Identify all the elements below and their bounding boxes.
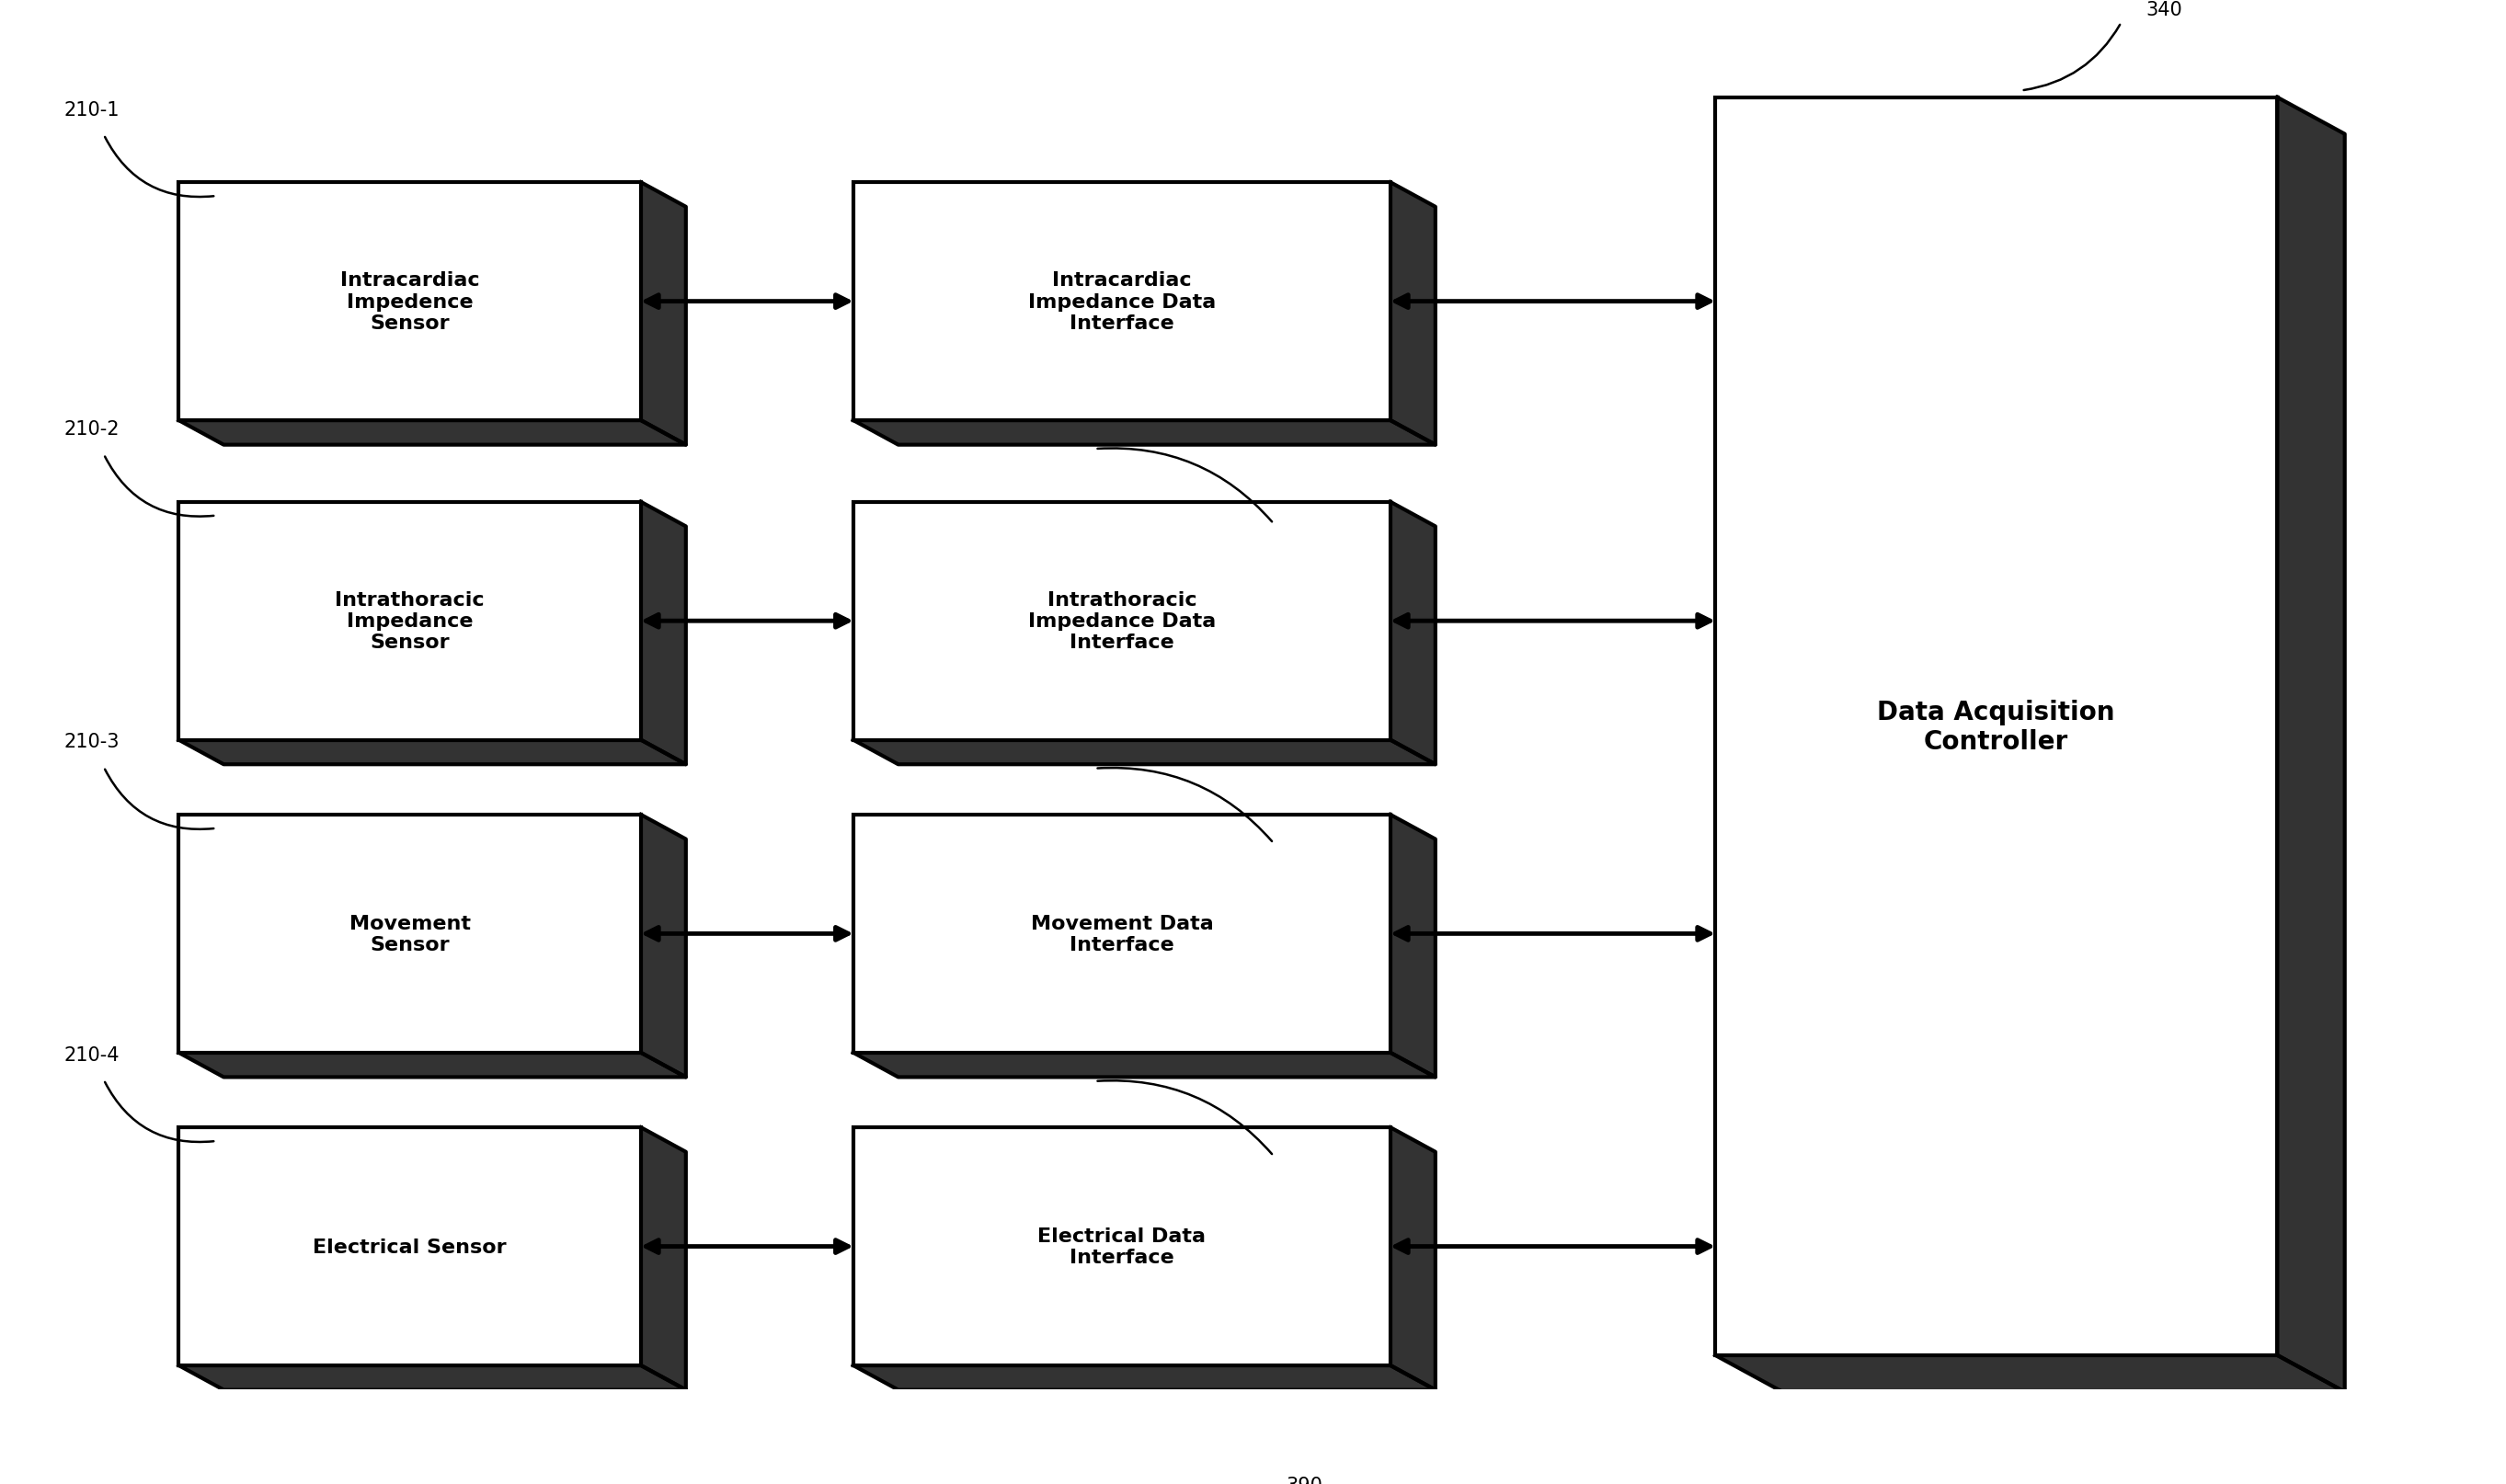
Text: 360: 360 <box>1286 531 1323 549</box>
Bar <box>178 183 642 421</box>
Polygon shape <box>642 815 687 1077</box>
Text: Electrical Data
Interface: Electrical Data Interface <box>1037 1227 1205 1266</box>
Polygon shape <box>2278 98 2346 1392</box>
Text: Intrathoracic
Impedance Data
Interface: Intrathoracic Impedance Data Interface <box>1027 591 1215 651</box>
Text: 210-1: 210-1 <box>63 101 120 119</box>
Polygon shape <box>1391 503 1436 764</box>
Bar <box>178 1128 642 1365</box>
Text: Intracardiac
Impedance Data
Interface: Intracardiac Impedance Data Interface <box>1027 272 1215 332</box>
Polygon shape <box>642 503 687 764</box>
Polygon shape <box>178 421 687 445</box>
Polygon shape <box>178 741 687 764</box>
Bar <box>1714 98 2278 1355</box>
Text: 210-3: 210-3 <box>63 733 120 751</box>
Bar <box>178 815 642 1052</box>
Bar <box>852 183 1391 421</box>
Text: Electrical Sensor: Electrical Sensor <box>313 1238 506 1255</box>
Polygon shape <box>178 1365 687 1391</box>
Polygon shape <box>642 183 687 445</box>
Text: Intracardiac
Impedence
Sensor: Intracardiac Impedence Sensor <box>341 272 479 332</box>
Text: Movement
Sensor: Movement Sensor <box>348 914 471 954</box>
Bar <box>178 503 642 741</box>
Polygon shape <box>1391 1128 1436 1391</box>
Polygon shape <box>852 1052 1436 1077</box>
Text: 380: 380 <box>1286 1163 1323 1181</box>
Polygon shape <box>852 1365 1436 1391</box>
Text: Intrathoracic
Impedance
Sensor: Intrathoracic Impedance Sensor <box>336 591 484 651</box>
Bar <box>852 503 1391 741</box>
Bar <box>852 815 1391 1052</box>
Polygon shape <box>852 741 1436 764</box>
Polygon shape <box>1714 1355 2346 1392</box>
Polygon shape <box>852 421 1436 445</box>
Text: 210-4: 210-4 <box>63 1045 120 1064</box>
Polygon shape <box>178 1052 687 1077</box>
Text: 340: 340 <box>2145 0 2183 19</box>
Text: Data Acquisition
Controller: Data Acquisition Controller <box>1877 699 2115 754</box>
Polygon shape <box>1391 815 1436 1077</box>
Polygon shape <box>642 1128 687 1391</box>
Polygon shape <box>1391 183 1436 445</box>
Text: 370: 370 <box>1286 850 1323 868</box>
Text: Movement Data
Interface: Movement Data Interface <box>1030 914 1213 954</box>
Bar <box>852 1128 1391 1365</box>
Text: 390: 390 <box>1286 1475 1323 1484</box>
Text: 210-2: 210-2 <box>63 420 120 439</box>
